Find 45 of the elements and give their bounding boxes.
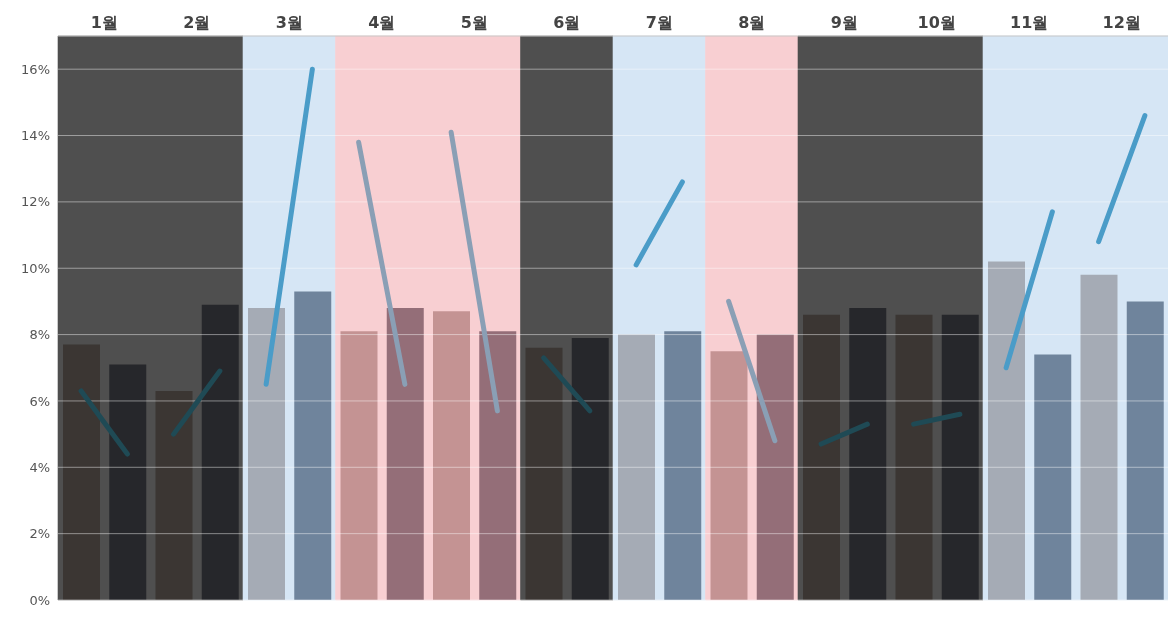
bar <box>294 291 332 600</box>
bar <box>340 331 378 600</box>
x-tick-label: 11월 <box>1010 13 1049 32</box>
bar <box>571 337 609 600</box>
x-tick-label: 4월 <box>368 13 396 32</box>
bar <box>386 308 424 600</box>
y-tick-label: 16% <box>21 61 50 77</box>
y-tick-label: 8% <box>29 327 50 343</box>
bar <box>664 331 702 600</box>
bar <box>710 351 748 600</box>
bar <box>988 261 1025 600</box>
bar <box>1080 274 1118 600</box>
y-tick-label: 6% <box>29 393 50 409</box>
x-tick-label: 3월 <box>275 13 303 32</box>
bar <box>1126 301 1164 600</box>
bar <box>1034 354 1072 600</box>
bar <box>803 314 840 600</box>
x-tick-label: 9월 <box>830 13 858 32</box>
y-tick-label: 12% <box>21 194 50 210</box>
y-tick-label: 2% <box>29 526 50 542</box>
bar <box>479 331 517 600</box>
x-tick-label: 1월 <box>90 13 118 32</box>
x-tick-label: 12월 <box>1102 13 1141 32</box>
bar <box>849 308 887 600</box>
bar <box>895 314 933 600</box>
x-tick-label: 6월 <box>553 13 581 32</box>
bar <box>109 364 147 600</box>
x-tick-label: 2월 <box>183 13 211 32</box>
bar <box>201 304 239 600</box>
y-tick-label: 14% <box>21 128 50 144</box>
y-tick-label: 4% <box>29 459 50 475</box>
bar <box>155 390 193 600</box>
bar <box>618 334 655 600</box>
bar <box>756 334 794 600</box>
bar <box>525 347 563 600</box>
bar <box>248 308 285 600</box>
bar <box>63 344 100 600</box>
bar <box>433 311 470 600</box>
bar <box>941 314 979 600</box>
x-tick-label: 8월 <box>738 13 766 32</box>
x-tick-label: 10월 <box>917 13 956 32</box>
y-tick-label: 0% <box>29 592 50 608</box>
x-tick-label: 5월 <box>460 13 488 32</box>
x-tick-label: 7월 <box>645 13 673 32</box>
y-tick-label: 10% <box>21 260 50 276</box>
